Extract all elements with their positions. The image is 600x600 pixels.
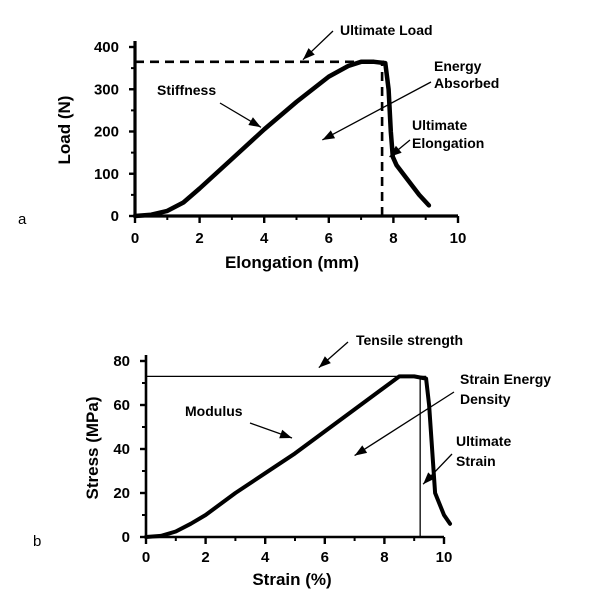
y-tick-label: 80 [113, 353, 130, 370]
y-tick-label: 0 [111, 208, 119, 225]
y-tick-label: 40 [113, 441, 130, 458]
annotation-ultimate-load-arrow-head [302, 48, 315, 60]
y-tick-label: 60 [113, 397, 130, 414]
x-tick-label: 10 [450, 230, 467, 247]
y-tick-label: 0 [122, 529, 130, 546]
annotation-energy: Energy Absorbed [434, 58, 499, 91]
annotation-ultimate: Ultimate Strain [456, 433, 511, 469]
y-tick-label: 100 [94, 166, 119, 183]
y-tick-label: 300 [94, 81, 119, 98]
series-line [132, 59, 432, 219]
annotation-ultimate-arrow-head [389, 145, 402, 157]
panel-label: b [33, 533, 41, 550]
annotation-tensile-strength: Tensile strength [356, 332, 463, 348]
annotation-energy-arrow-shaft [322, 81, 432, 141]
x-tick-label: 10 [436, 549, 453, 566]
annotation-ultimate-load: Ultimate Load [340, 22, 433, 38]
panel-b: 0 2 4 6 8 10 0 20 40 60 80 Strain (%) Stress (MPa) b T… [33, 332, 551, 589]
y-tick-label: 20 [113, 485, 130, 502]
x-tick-label: 8 [389, 230, 397, 247]
annotation-strain-energy-arrow-shaft [354, 391, 455, 457]
x-axis-title: Elongation (mm) [225, 253, 359, 272]
x-tick-label: 6 [321, 549, 329, 566]
x-tick-label: 4 [261, 549, 270, 566]
panel-label: a [18, 211, 27, 228]
x-tick-label: 0 [142, 549, 150, 566]
annotation-ultimate-arrow-head [423, 472, 435, 485]
annotation-tensile-strength-arrow-head [318, 356, 331, 368]
x-tick-label: 2 [195, 230, 203, 247]
x-tick-label: 2 [201, 549, 209, 566]
annotation-ultimate: Ultimate Elongation [412, 117, 484, 151]
x-axis-title: Strain (%) [252, 570, 331, 589]
x-tick-label: 8 [380, 549, 388, 566]
annotation-stiffness: Stiffness [157, 82, 216, 98]
annotation-stiffness-arrow-head [248, 117, 261, 128]
annotation-energy-arrow-head [322, 130, 336, 140]
x-tick-label: 0 [131, 230, 139, 247]
annotation-modulus: Modulus [185, 403, 243, 419]
y-axis-title: Load (N) [55, 96, 74, 165]
annotation-strain-energy: Strain Energy Density [460, 371, 551, 407]
annotation-strain-energy-arrow-head [354, 445, 368, 456]
y-tick-label: 400 [94, 39, 119, 56]
series-line [144, 374, 452, 539]
y-tick-label: 200 [94, 124, 119, 141]
annotation-modulus-arrow-head [279, 429, 293, 439]
x-tick-label: 4 [260, 230, 269, 247]
y-axis-title: Stress (MPa) [83, 397, 102, 500]
x-tick-label: 6 [325, 230, 333, 247]
